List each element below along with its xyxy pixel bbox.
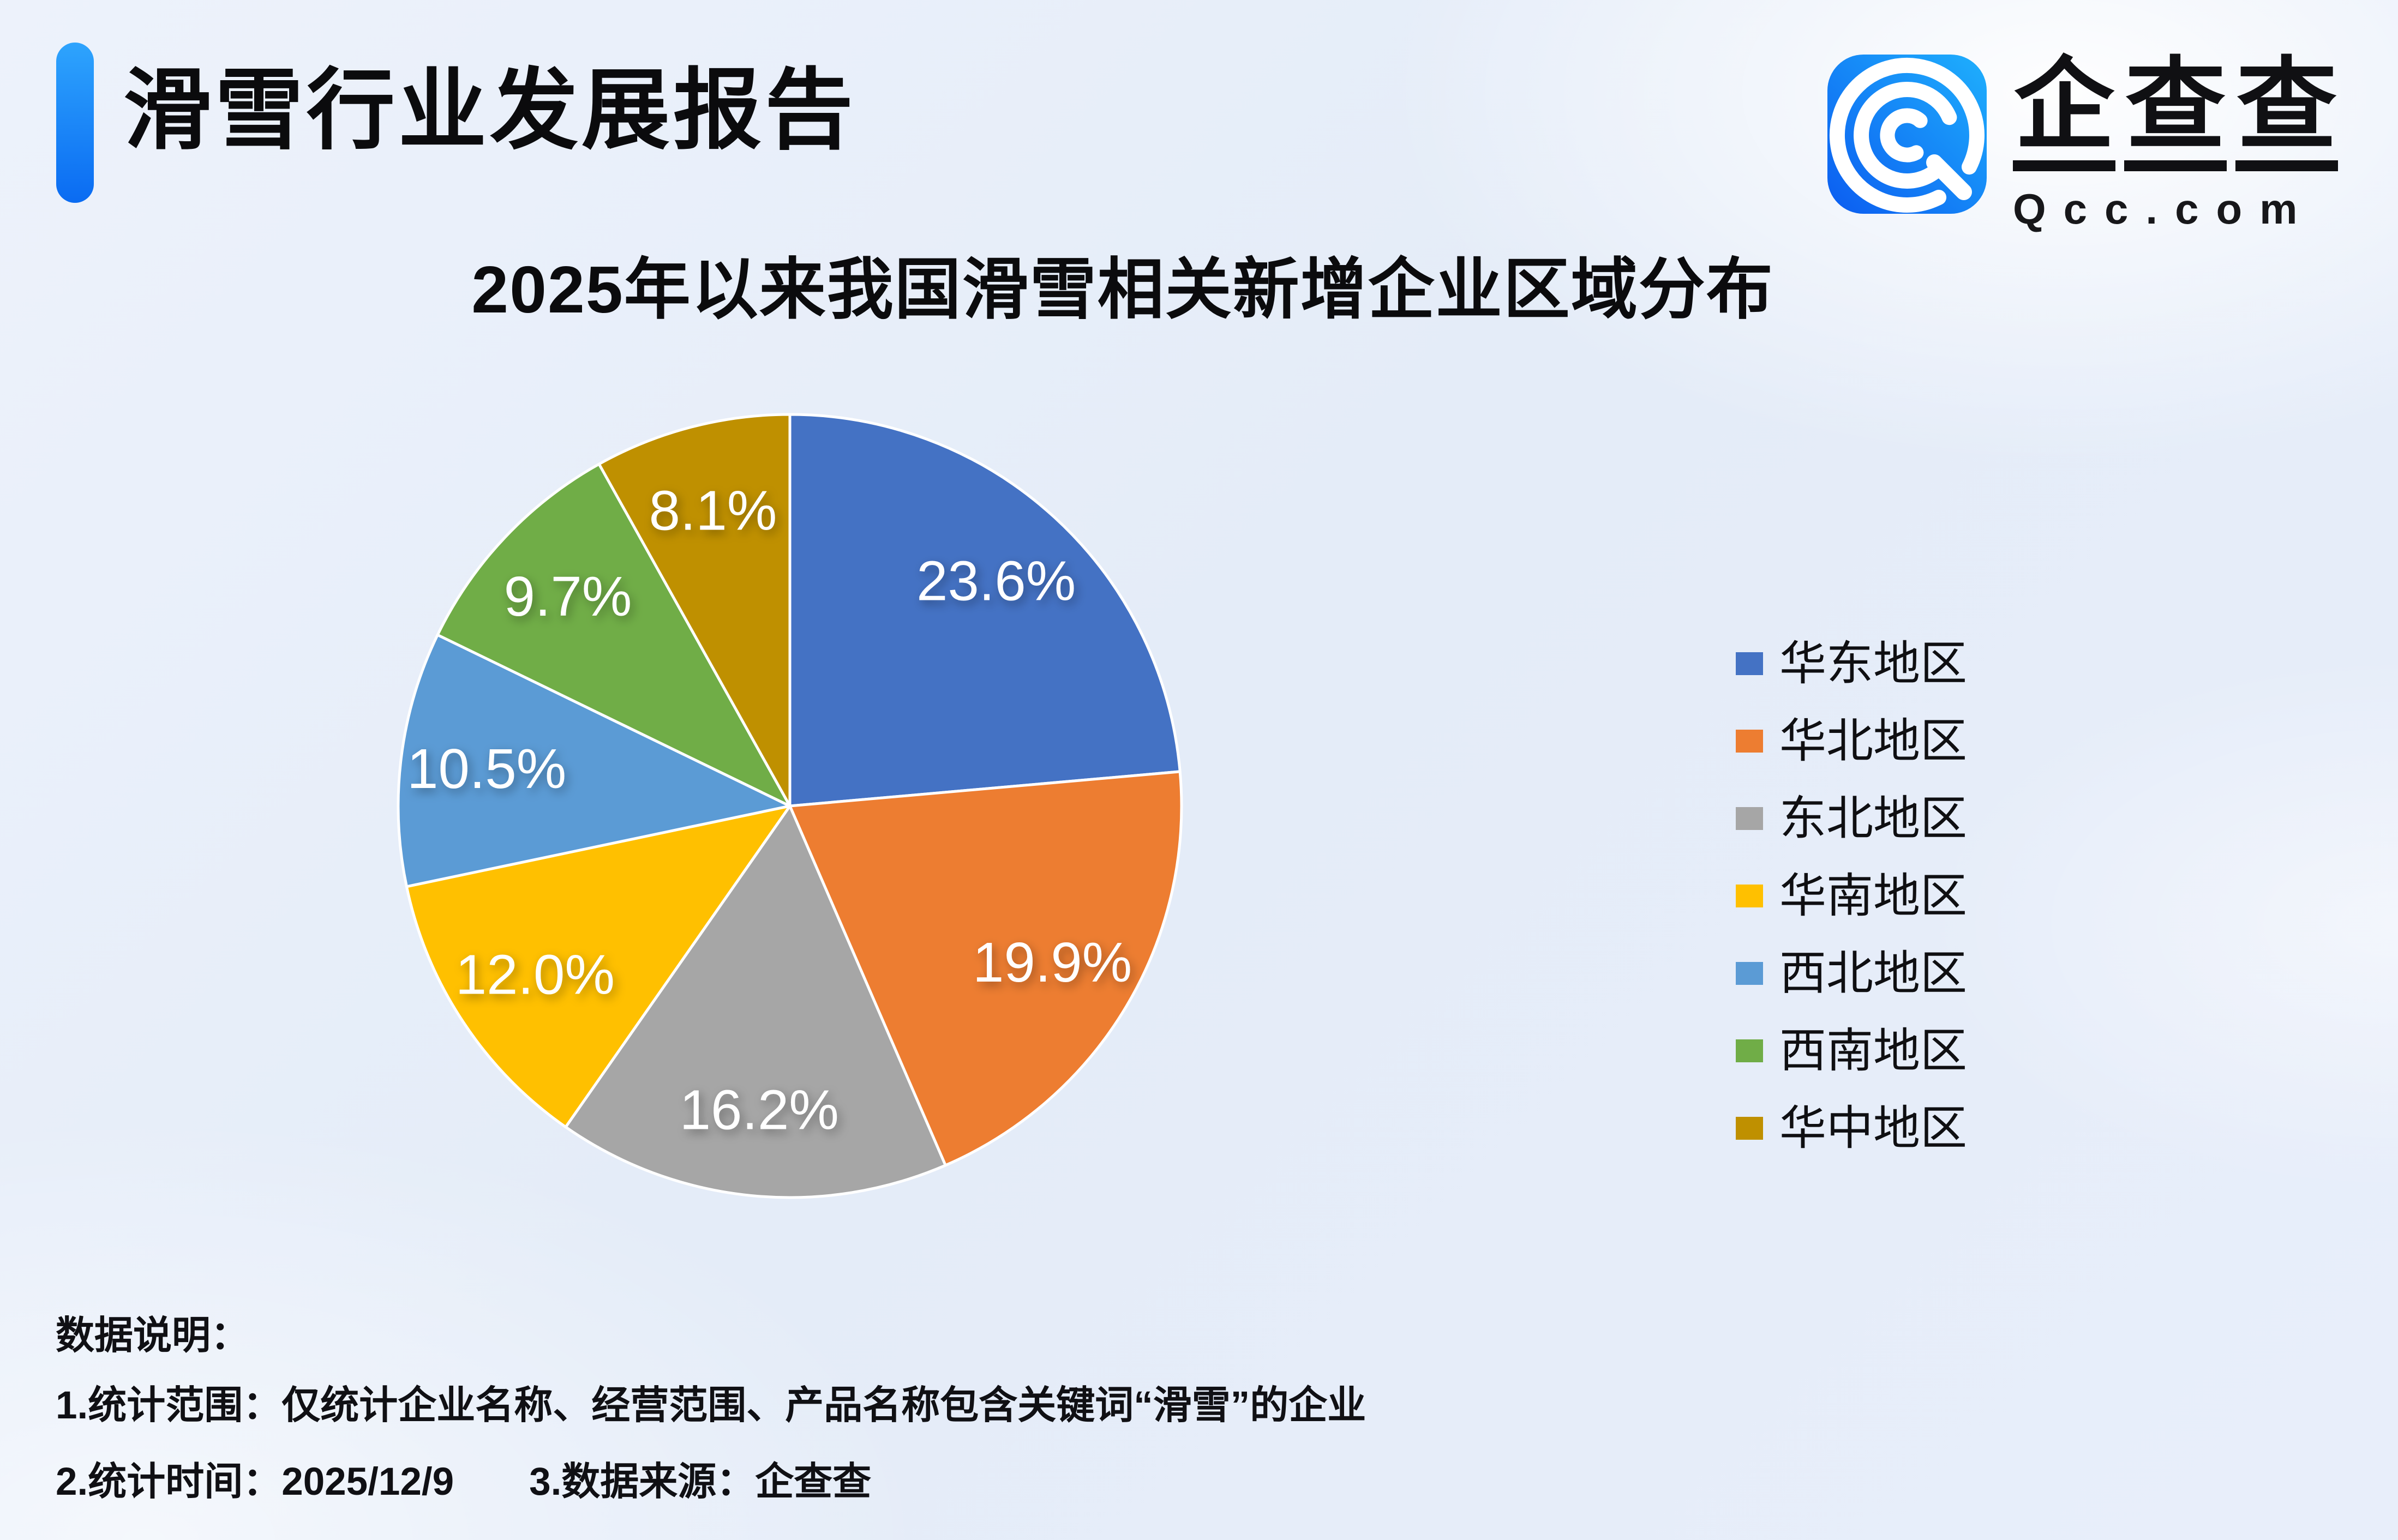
legend-item-东北地区: 东北地区 (1736, 792, 1967, 845)
legend-label: 华北地区 (1779, 715, 1967, 767)
qcc-logo-char: 企 (2013, 55, 2116, 171)
qcc-logo: 企查查 Qcc.com (1827, 55, 2347, 230)
legend-item-华中地区: 华中地区 (1736, 1102, 1967, 1155)
notes-source: 3.数据来源：企查查 (529, 1460, 872, 1503)
chart-title: 2025年以来我国滑雪相关新增企业区域分布 (471, 252, 1774, 327)
pie-label-西南地区: 9.7% (504, 565, 632, 628)
notes-time: 2.统计时间：2025/12/9 (56, 1460, 454, 1503)
qcc-logo-text: 企查查 Qcc.com (2013, 55, 2347, 230)
legend-swatch (1736, 885, 1763, 907)
pie-slice-西南地区 (436, 462, 792, 808)
legend-item-华北地区: 华北地区 (1736, 714, 1967, 768)
legend-label: 华中地区 (1779, 1102, 1967, 1154)
pie-label-华东地区: 23.6% (916, 550, 1076, 612)
notes-heading: 数据说明： (56, 1314, 250, 1357)
legend-swatch (1736, 652, 1763, 675)
pie-slice-西北地区 (397, 633, 792, 888)
legend-swatch (1736, 1117, 1763, 1140)
pie-slice-华东地区 (788, 413, 1182, 808)
notes-line-scope: 1.统计范围：仅统计企业名称、经营范围、产品名称包含关键词“滑雪”的企业 (56, 1384, 1366, 1427)
pie-label-西北地区: 10.5% (407, 737, 566, 800)
qcc-logo-char: 查 (2235, 55, 2339, 171)
pie-label-华中地区: 8.1% (649, 479, 777, 542)
legend-label: 西北地区 (1779, 947, 1967, 1000)
notes-line-time-source: 2.统计时间：2025/12/9 3.数据来源：企查查 (56, 1451, 871, 1506)
pie-slice-华南地区 (405, 804, 792, 1129)
legend-swatch (1736, 1039, 1763, 1062)
page-title: 滑雪行业发展报告 (123, 61, 856, 160)
pie-label-华北地区: 19.9% (973, 931, 1132, 994)
title-accent-bar (56, 43, 94, 203)
qcc-logo-name: 企查查 (2013, 55, 2347, 171)
legend-label: 华东地区 (1779, 637, 1967, 690)
pie-slice-华中地区 (597, 413, 792, 808)
chart-legend: 华东地区华北地区东北地区华南地区西北地区西南地区华中地区 (1736, 637, 1967, 1179)
pie-label-东北地区: 16.2% (680, 1079, 839, 1141)
pie-label-华南地区: 12.0% (455, 943, 615, 1006)
legend-swatch (1736, 962, 1763, 985)
legend-label: 西南地区 (1779, 1025, 1967, 1077)
pie-slice-东北地区 (564, 804, 947, 1199)
legend-item-西北地区: 西北地区 (1736, 947, 1967, 1000)
legend-swatch (1736, 807, 1763, 830)
legend-label: 东北地区 (1779, 792, 1967, 845)
pie-chart: 23.6% 19.9% 16.2% 12.0% 10.5% 9.7% 8.1% (397, 413, 1183, 1199)
legend-item-华东地区: 华东地区 (1736, 637, 1967, 690)
qcc-logo-domain: Qcc.com (2013, 185, 2315, 233)
legend-item-西南地区: 西南地区 (1736, 1024, 1967, 1078)
qcc-logo-char: 查 (2124, 55, 2227, 171)
legend-swatch (1736, 730, 1763, 753)
legend-label: 华南地区 (1779, 870, 1967, 922)
qcc-spiral-icon (1827, 55, 1987, 214)
legend-item-华南地区: 华南地区 (1736, 869, 1967, 923)
pie-slice-华北地区 (788, 770, 1183, 1167)
